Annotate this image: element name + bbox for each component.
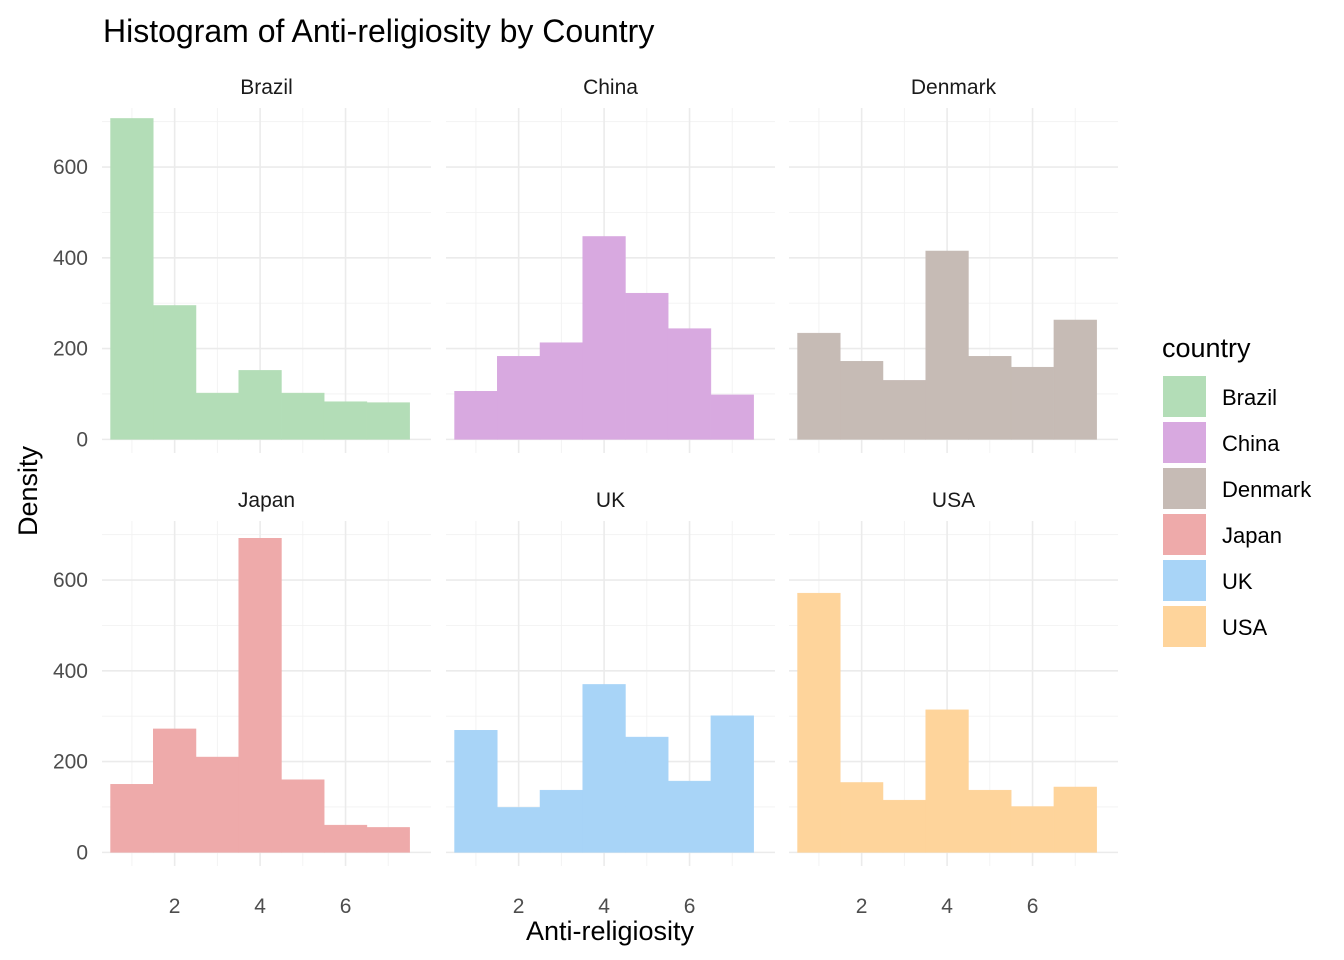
y-tick-label: 200: [53, 751, 88, 774]
bar: [497, 356, 541, 440]
x-tick-label: 2: [856, 895, 868, 918]
legend-label: China: [1222, 431, 1280, 456]
panel-brazil: Brazil 0 200 400 600: [53, 76, 431, 453]
bar: [238, 370, 282, 440]
legend-swatch: [1163, 514, 1206, 555]
legend-item-brazil: Brazil: [1163, 376, 1277, 417]
y-tick-label: 400: [53, 660, 88, 683]
bar: [797, 332, 841, 440]
bar: [497, 807, 541, 853]
y-tick-label: 400: [53, 247, 88, 270]
panel-usa: USA 2 4 6: [789, 489, 1118, 918]
bar: [195, 392, 239, 440]
legend-item-denmark: Denmark: [1163, 468, 1312, 509]
panel-denmark: Denmark: [789, 76, 1118, 453]
bar: [454, 391, 498, 440]
bar: [539, 342, 583, 440]
legend-swatch: [1163, 422, 1206, 463]
x-tick-label: 6: [1027, 895, 1039, 918]
bar: [238, 538, 282, 853]
bar: [195, 756, 239, 853]
x-tick-label: 4: [941, 895, 953, 918]
panel-uk: UK 2 4 6: [446, 489, 775, 918]
x-tick-label: 6: [340, 895, 352, 918]
x-axis-title: Anti-religiosity: [526, 916, 695, 946]
bar: [667, 328, 712, 440]
bar: [840, 361, 884, 440]
y-tick-label: 200: [53, 338, 88, 361]
legend-swatch: [1163, 606, 1206, 647]
legend-item-japan: Japan: [1163, 514, 1282, 555]
bar: [110, 784, 154, 853]
x-tick-label: 4: [254, 895, 266, 918]
bar: [710, 394, 754, 440]
x-tick-label: 2: [169, 895, 181, 918]
facet-label: Denmark: [911, 76, 997, 99]
bar: [1053, 786, 1097, 853]
bar: [281, 779, 325, 853]
bar: [625, 292, 669, 440]
bar: [366, 402, 410, 440]
panel-china: China: [446, 76, 775, 453]
bar: [710, 715, 754, 853]
facet-label: Japan: [238, 489, 295, 512]
bar: [153, 728, 197, 853]
bar: [323, 824, 368, 853]
bar: [582, 236, 626, 440]
bar: [968, 356, 1012, 440]
legend-item-uk: UK: [1163, 560, 1253, 601]
bar: [797, 592, 841, 853]
y-tick-label: 600: [53, 569, 88, 592]
legend-swatch: [1163, 468, 1206, 509]
legend: country Brazil China Denmark Japan UK USA: [1162, 333, 1312, 647]
facet-label: Brazil: [240, 76, 293, 99]
legend-label: Denmark: [1222, 477, 1312, 502]
y-tick-label: 0: [76, 841, 88, 864]
legend-items: Brazil China Denmark Japan UK USA: [1163, 376, 1312, 647]
bar: [1010, 806, 1055, 853]
bar: [925, 709, 969, 853]
y-axis-title: Density: [13, 445, 43, 536]
bar: [110, 118, 154, 440]
legend-swatch: [1163, 376, 1206, 417]
x-tick-label: 4: [598, 895, 610, 918]
bar: [882, 799, 926, 853]
bar: [882, 380, 926, 440]
facet-label: USA: [932, 489, 975, 512]
legend-swatch: [1163, 560, 1206, 601]
x-tick-label: 2: [513, 895, 525, 918]
facet-label: China: [583, 76, 638, 99]
bar: [1010, 366, 1055, 440]
y-tick-label: 0: [76, 428, 88, 451]
bar: [968, 789, 1012, 853]
x-tick-label: 6: [684, 895, 696, 918]
chart-title: Histogram of Anti-religiosity by Country: [103, 13, 654, 49]
legend-item-usa: USA: [1163, 606, 1268, 647]
y-tick-label: 600: [53, 156, 88, 179]
legend-label: Japan: [1222, 523, 1282, 548]
legend-label: USA: [1222, 615, 1268, 640]
facet-panels: Brazil 0 200 400 600 China Denmark Japan 0 200 400…: [53, 76, 1118, 918]
bar: [366, 827, 410, 853]
bar: [582, 684, 626, 853]
bar: [539, 789, 583, 853]
bar: [1053, 319, 1097, 440]
bar: [323, 401, 368, 440]
bar: [925, 250, 969, 440]
panel-japan: Japan 0 200 400 600 2 4 6: [53, 489, 431, 918]
bar: [454, 730, 498, 853]
legend-title: country: [1162, 333, 1251, 363]
bar: [281, 392, 325, 440]
bar: [840, 782, 884, 853]
facet-label: UK: [596, 489, 625, 512]
bar: [625, 736, 669, 853]
legend-label: Brazil: [1222, 385, 1277, 410]
legend-label: UK: [1222, 569, 1253, 594]
legend-item-china: China: [1163, 422, 1280, 463]
bar: [667, 780, 712, 853]
bar: [153, 305, 197, 440]
